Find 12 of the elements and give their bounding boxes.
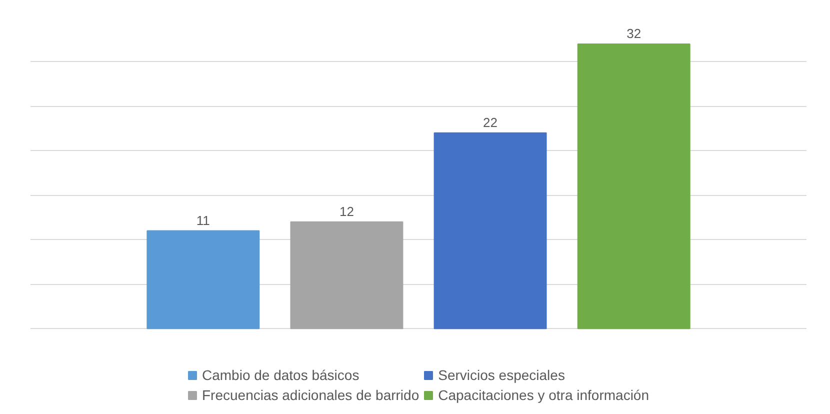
- data-label: 22: [483, 114, 498, 130]
- legend-label: Cambio de datos básicos: [202, 367, 360, 383]
- data-label: 32: [626, 26, 642, 41]
- bar: [146, 230, 260, 330]
- legend-label: Servicios especiales: [438, 367, 565, 383]
- bar: [577, 43, 690, 330]
- legend-label: Frecuencias adicionales de barrido: [202, 387, 420, 403]
- data-label: 11: [196, 212, 210, 228]
- legend-label: Capacitaciones y otra información: [438, 387, 650, 403]
- data-label: 12: [339, 204, 354, 219]
- bar: [290, 221, 404, 330]
- bar: [434, 132, 547, 330]
